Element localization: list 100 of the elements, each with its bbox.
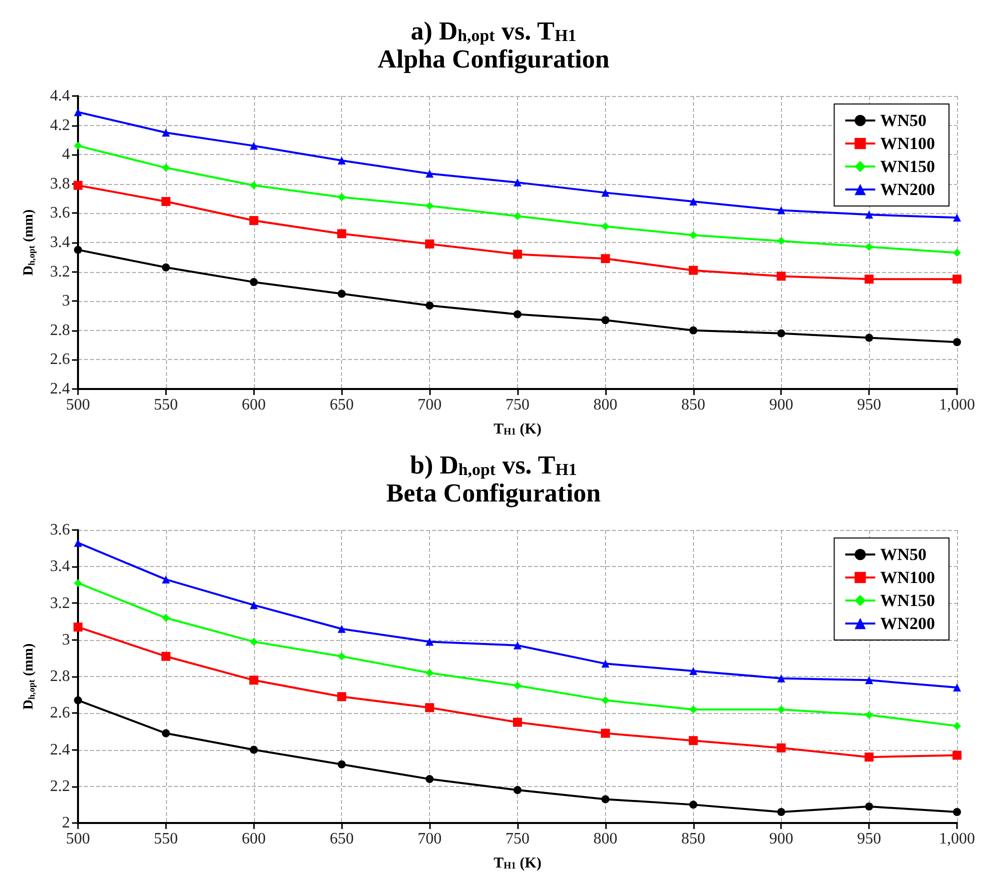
- point: [74, 180, 82, 190]
- point: [162, 164, 170, 172]
- point: [865, 676, 874, 684]
- x-tick-label: 550: [154, 396, 178, 414]
- y-tick-label: 2.8: [50, 322, 70, 339]
- point: [338, 624, 346, 633]
- point: [777, 674, 786, 682]
- point: [250, 638, 258, 646]
- legend-label: WN50: [880, 111, 927, 130]
- point: [689, 800, 698, 809]
- y-tick-label: 3: [62, 292, 70, 310]
- point: [74, 696, 82, 704]
- y-tick-label: 2.4: [50, 741, 70, 758]
- point: [953, 214, 961, 222]
- point: [162, 614, 170, 622]
- point: [250, 142, 258, 150]
- point: [426, 775, 434, 784]
- point: [776, 743, 786, 752]
- point: [338, 156, 346, 164]
- point: [338, 290, 346, 298]
- x-tick-label: 600: [242, 830, 266, 848]
- x-tick-label: 850: [681, 396, 706, 414]
- point: [337, 229, 346, 238]
- point: [865, 210, 874, 219]
- point: [338, 760, 346, 768]
- point: [952, 274, 962, 284]
- point: [953, 722, 961, 730]
- point: [601, 660, 610, 668]
- y-axis-title: Dh,opt (mm): [22, 643, 36, 710]
- point: [162, 263, 170, 272]
- point: [777, 705, 786, 714]
- point: [953, 338, 961, 346]
- legend-label: WN100: [880, 568, 936, 587]
- point: [777, 808, 786, 816]
- point: [426, 202, 434, 210]
- point: [865, 242, 874, 251]
- y-tick-label: 2.6: [50, 704, 70, 722]
- point: [601, 696, 610, 704]
- point: [249, 216, 258, 226]
- point: [689, 197, 698, 206]
- y-tick-label: 3.4: [50, 558, 70, 576]
- legend-label: WN200: [880, 614, 936, 633]
- point: [74, 579, 82, 588]
- y-tick-label: 2.8: [50, 668, 70, 685]
- x-tick-label: 550: [154, 830, 178, 848]
- legend-label: WN150: [880, 591, 936, 610]
- y-tick-label: 3.6: [50, 522, 70, 538]
- y-tick-label: 3.2: [50, 263, 70, 280]
- point: [601, 795, 610, 804]
- point: [601, 188, 610, 197]
- point: [514, 786, 522, 794]
- x-tick-label: 950: [857, 830, 882, 848]
- x-tick-label: 800: [593, 396, 618, 414]
- point: [514, 212, 522, 220]
- y-tick-label: 2.4: [50, 380, 70, 398]
- x-axis-title: TH1 (K): [494, 422, 542, 438]
- point: [426, 170, 434, 178]
- point: [425, 703, 434, 712]
- x-tick-label: 650: [330, 396, 354, 414]
- x-tick-label: 950: [857, 396, 882, 414]
- x-tick-label: 500: [66, 396, 90, 414]
- chart-subtitle: Beta Configuration: [386, 478, 602, 508]
- point: [513, 718, 522, 727]
- point: [777, 329, 786, 338]
- y-tick-label: 3: [62, 631, 70, 648]
- x-tick-label: 850: [681, 830, 706, 848]
- point: [161, 652, 170, 661]
- point: [688, 736, 698, 746]
- x-tick-label: 600: [242, 396, 266, 414]
- point: [250, 746, 258, 754]
- point: [74, 538, 82, 547]
- point: [689, 667, 698, 676]
- point: [953, 683, 961, 692]
- point: [600, 254, 610, 264]
- x-tick-label: 500: [66, 830, 90, 848]
- point: [514, 310, 522, 318]
- point: [513, 250, 522, 259]
- chart-subtitle: Alpha Configuration: [378, 44, 610, 74]
- x-tick-label: 900: [769, 396, 794, 414]
- x-tick-label: 1,000: [939, 830, 975, 848]
- point: [777, 237, 786, 246]
- point: [864, 752, 874, 762]
- point: [514, 682, 522, 690]
- y-tick-label: 2: [62, 814, 70, 832]
- x-axis-title: TH1 (K): [494, 856, 542, 872]
- point: [865, 802, 874, 811]
- point: [426, 638, 434, 646]
- legend-label: WN150: [880, 157, 936, 176]
- point: [514, 641, 522, 650]
- point: [161, 196, 170, 206]
- point: [865, 710, 874, 719]
- point: [338, 193, 346, 202]
- point: [689, 326, 698, 334]
- point: [689, 705, 698, 714]
- point: [74, 108, 82, 116]
- point: [425, 239, 434, 248]
- y-tick-label: 2.2: [50, 778, 70, 795]
- x-tick-label: 650: [330, 830, 354, 848]
- point: [162, 729, 170, 738]
- x-tick-label: 800: [593, 830, 618, 848]
